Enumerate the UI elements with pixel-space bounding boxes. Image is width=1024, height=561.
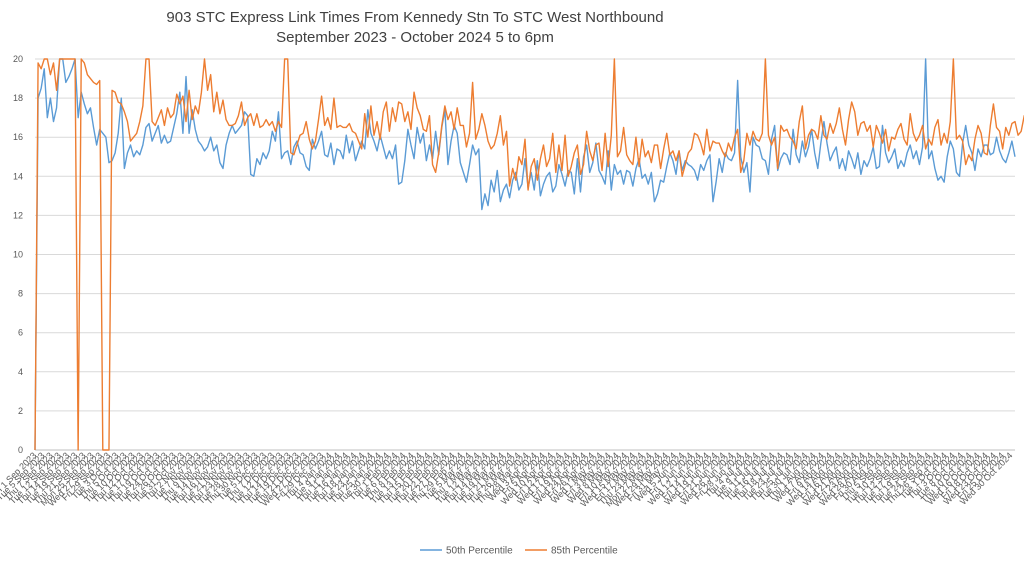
- y-tick-label-18: 18: [13, 93, 23, 103]
- chart-title-line1: 903 STC Express Link Times From Kennedy …: [166, 9, 664, 26]
- y-tick-label-6: 6: [18, 328, 23, 338]
- legend-label-p85: 85th Percentile: [551, 546, 618, 557]
- y-tick-label-8: 8: [18, 289, 23, 299]
- y-tick-label-20: 20: [13, 54, 23, 64]
- chart-title-line2: September 2023 - October 2024 5 to 6pm: [276, 29, 554, 46]
- series-line-p50: [34, 58, 1016, 451]
- y-tick-label-0: 0: [18, 445, 23, 455]
- series-line-p85: [34, 58, 1024, 451]
- y-tick-label-10: 10: [13, 250, 23, 260]
- legend-label-p50: 50th Percentile: [446, 546, 513, 557]
- chart-title: 903 STC Express Link Times From Kennedy …: [0, 8, 830, 48]
- y-tick-label-4: 4: [18, 367, 23, 377]
- y-tick-label-12: 12: [13, 210, 23, 220]
- y-tick-label-2: 2: [18, 406, 23, 416]
- y-tick-label-14: 14: [13, 171, 23, 181]
- y-tick-label-16: 16: [13, 132, 23, 142]
